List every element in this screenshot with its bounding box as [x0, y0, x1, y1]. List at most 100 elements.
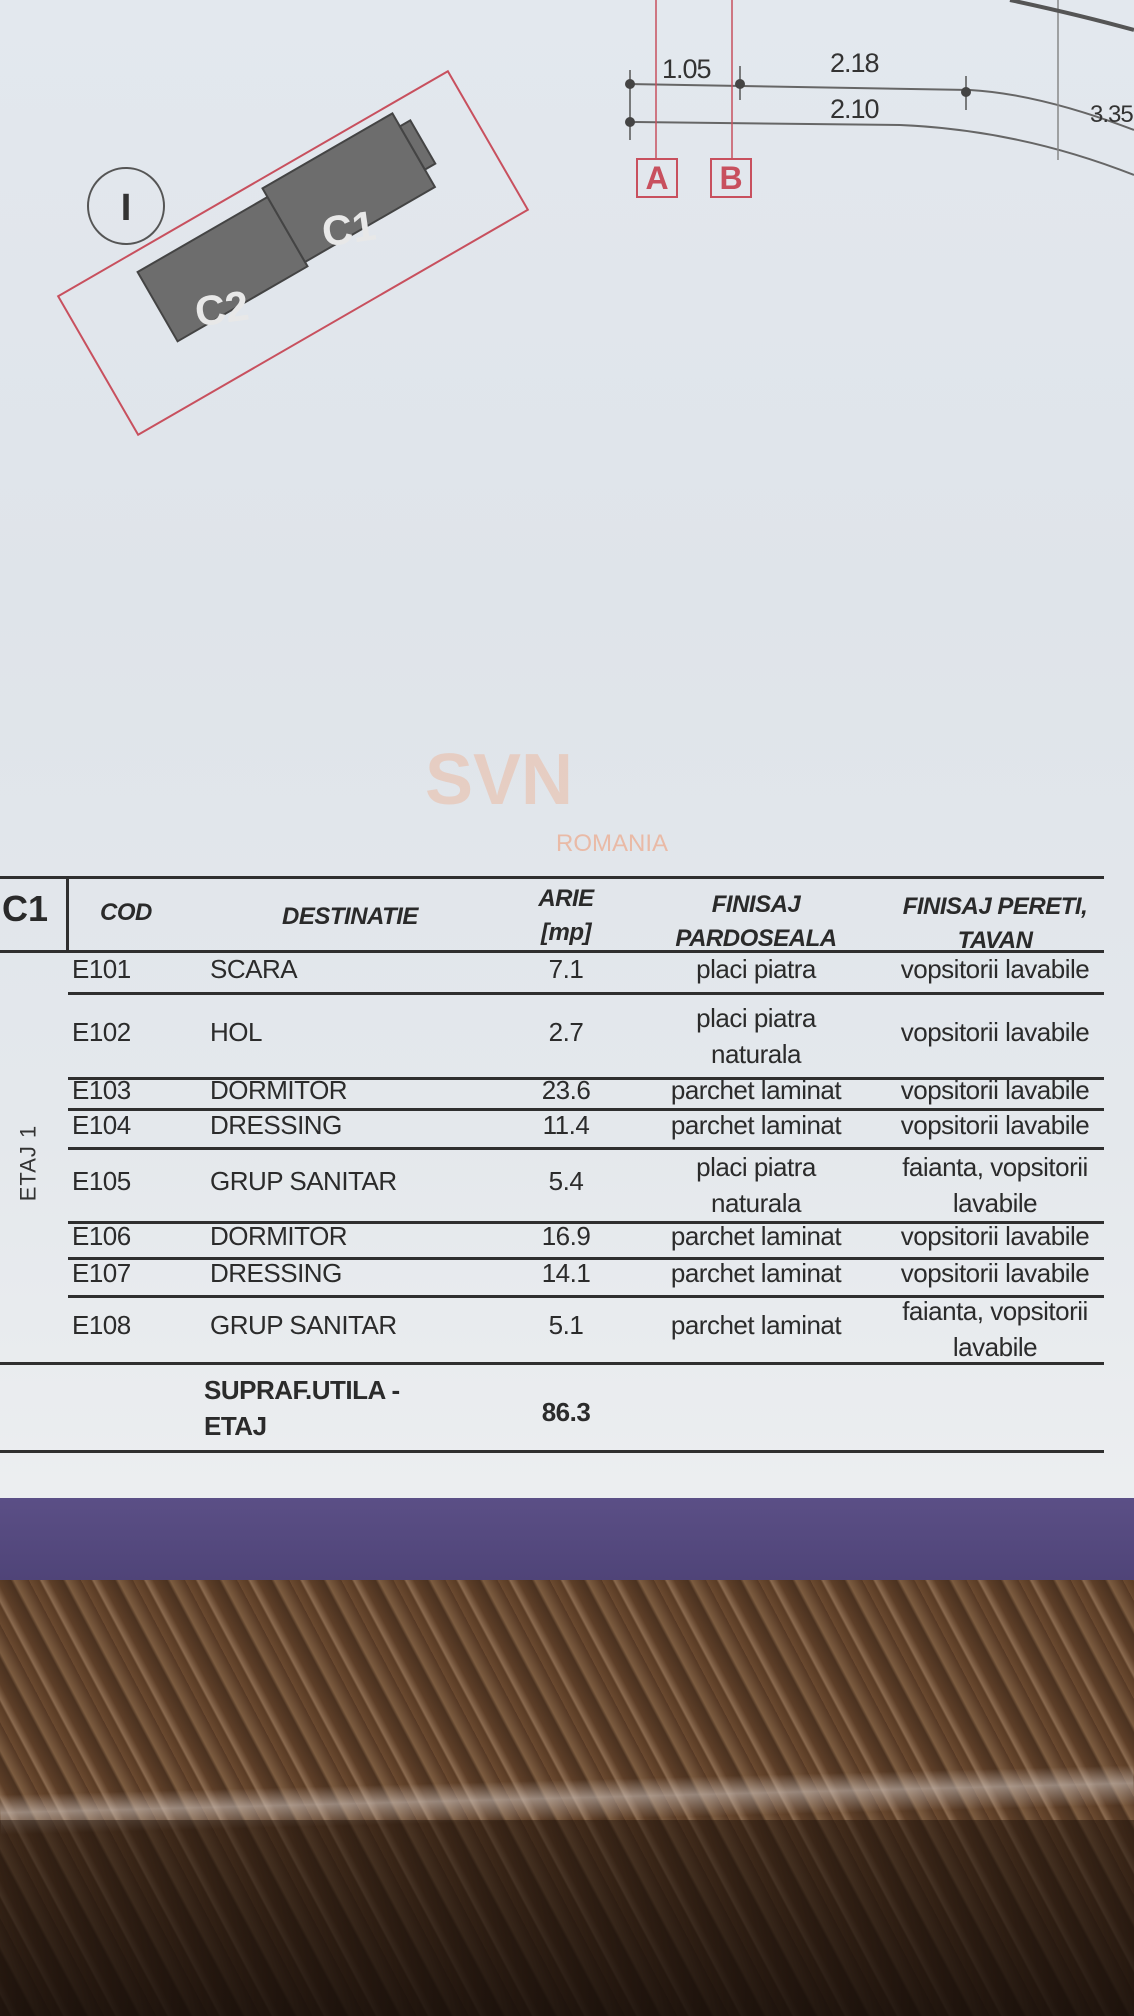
cell-finisaj-pereti-line: vopsitorii lavabile — [900, 1016, 1090, 1047]
cell-finisaj-pardoseala-line: parchet laminat — [670, 1221, 842, 1251]
cell-finisaj-pereti: vopsitorii lavabile — [880, 1014, 1110, 1050]
cell-finisaj-pereti-line: faianta, vopsitorii — [902, 1152, 1088, 1182]
cell-finisaj-pereti: vopsitorii lavabile — [880, 1072, 1110, 1108]
cell-cod: E101 — [72, 954, 131, 984]
grid-axis-a: A — [636, 158, 678, 198]
building-label-c1: C1 — [318, 201, 379, 256]
dimension-label: 2.18 — [830, 48, 880, 78]
cell-arie: 14.1 — [541, 1258, 591, 1288]
cell-finisaj-pereti-line: vopsitorii lavabile — [900, 1109, 1090, 1140]
cell-finisaj-pardoseala-line: parchet laminat — [670, 1109, 842, 1140]
header-destinatie: DESTINATIE — [282, 903, 418, 930]
dimension-label: 1.05 — [662, 54, 712, 84]
cell-finisaj-pardoseala: placi piatra naturala — [646, 1149, 866, 1221]
site-plan-drawing: I — [56, 0, 1134, 437]
cell-arie: 2.7 — [548, 1016, 584, 1047]
cell-cod: E108 — [72, 1310, 131, 1340]
cell-destinatie: DRESSING — [210, 1109, 342, 1140]
table-shadow — [0, 1820, 1134, 2016]
cell-finisaj-pardoseala-line: placi piatra — [696, 954, 816, 984]
row-divider — [68, 1108, 1104, 1111]
total-label: SUPRAF.UTILA - ETAJ — [204, 1372, 400, 1444]
row-divider — [68, 1077, 1104, 1080]
cell-finisaj-pereti-line: vopsitorii lavabile — [900, 954, 1090, 984]
cell-cod: E107 — [72, 1258, 131, 1288]
cell-arie: 5.1 — [548, 1310, 584, 1340]
total-area: 86.3 — [541, 1397, 591, 1427]
header-line: FINISAJ PERETI, — [902, 893, 1088, 920]
cell-finisaj-pereti-line: faianta, vopsitorii — [902, 1296, 1088, 1326]
cell-finisaj-pereti: vopsitorii lavabile — [880, 1218, 1110, 1254]
cell-finisaj-pereti-line: lavabile — [952, 1332, 1038, 1362]
cell-cod: E103 — [72, 1074, 131, 1105]
purple-surface — [0, 1498, 1134, 1580]
cell-destinatie: GRUP SANITAR — [210, 1310, 397, 1340]
row-divider — [68, 1295, 1104, 1298]
cell-destinatie: DORMITOR — [210, 1074, 348, 1105]
site-boundary — [56, 69, 530, 437]
grid-axis-b: B — [710, 158, 752, 198]
rows-bottom-border — [0, 1362, 1104, 1365]
cell-destinatie: SCARA — [210, 954, 298, 984]
cell-destinatie: DORMITOR — [210, 1221, 348, 1251]
cell-arie: 16.9 — [541, 1221, 591, 1251]
building-label-c2: C2 — [191, 281, 252, 336]
row-divider — [68, 1257, 1104, 1260]
north-arrow-circle — [87, 167, 165, 245]
header-finisaj-pardoseala: FINISAJ PARDOSEALA — [646, 888, 866, 956]
cell-finisaj-pardoseala-line: placi piatra — [696, 1152, 816, 1182]
cell-arie: 11.4 — [542, 1109, 590, 1140]
floor-label: ETAJ 1 — [15, 1124, 41, 1202]
building-footprint — [136, 112, 437, 343]
cell-finisaj-pardoseala-line: parchet laminat — [670, 1310, 842, 1340]
header-arie-unit: [mp] — [541, 919, 591, 946]
north-mark: I — [121, 187, 132, 229]
cell-finisaj-pardoseala: parchet laminat — [646, 1255, 866, 1291]
row-divider — [68, 1221, 1104, 1224]
cell-finisaj-pardoseala: placi piatra — [646, 951, 866, 987]
cell-cod: E106 — [72, 1221, 131, 1251]
section-divider — [66, 876, 69, 952]
cell-finisaj-pereti: vopsitorii lavabile — [880, 1255, 1110, 1291]
section-label: C1 — [2, 888, 49, 929]
row-divider — [68, 992, 1104, 995]
cell-finisaj-pardoseala-line: naturala — [711, 1188, 801, 1218]
cell-finisaj-pardoseala-line: parchet laminat — [670, 1074, 842, 1105]
header-arie-line: ARIE — [538, 885, 594, 912]
header-line: PARDOSEALA — [675, 925, 837, 952]
row-divider — [68, 1147, 1104, 1150]
dimension-label: 2.10 — [830, 94, 880, 124]
cell-arie: 7.1 — [548, 954, 584, 984]
cell-finisaj-pereti-line: lavabile — [952, 1188, 1038, 1218]
cell-destinatie: GRUP SANITAR — [210, 1166, 397, 1196]
watermark-logo: SVN — [425, 740, 574, 820]
header-line: TAVAN — [957, 927, 1033, 954]
header-finisaj-pereti: FINISAJ PERETI, TAVAN — [880, 890, 1110, 958]
cell-finisaj-pardoseala-line: naturala — [711, 1038, 801, 1069]
header-line: FINISAJ — [711, 891, 801, 918]
cell-cod: E104 — [72, 1109, 131, 1140]
cell-finisaj-pardoseala: parchet laminat — [646, 1072, 866, 1108]
header-bottom-border — [0, 950, 1104, 953]
cell-finisaj-pereti-line: vopsitorii lavabile — [900, 1074, 1090, 1105]
cell-finisaj-pereti-line: vopsitorii lavabile — [900, 1258, 1090, 1288]
cell-destinatie: HOL — [210, 1016, 262, 1047]
cell-finisaj-pereti: vopsitorii lavabile — [880, 1107, 1110, 1143]
total-label-line: ETAJ — [204, 1411, 267, 1441]
table-top-border — [0, 876, 1104, 879]
cell-finisaj-pereti: faianta, vopsitorii lavabile — [880, 1149, 1110, 1221]
table-bottom-border — [0, 1450, 1104, 1453]
cell-finisaj-pardoseala-line: parchet laminat — [670, 1258, 842, 1288]
watermark-text: ROMANIA — [556, 830, 669, 857]
cell-finisaj-pardoseala: parchet laminat — [646, 1218, 866, 1254]
cell-finisaj-pardoseala: parchet laminat — [646, 1307, 866, 1343]
cell-cod: E102 — [72, 1016, 131, 1047]
cell-finisaj-pardoseala: placi piatra naturala — [646, 1000, 866, 1072]
cell-destinatie: DRESSING — [210, 1258, 342, 1288]
cell-finisaj-pereti-line: vopsitorii lavabile — [900, 1221, 1090, 1251]
header-arie: ARIE [mp] — [516, 882, 616, 950]
cell-finisaj-pardoseala: parchet laminat — [646, 1107, 866, 1143]
cell-cod: E105 — [72, 1166, 131, 1196]
total-label-line: SUPRAF.UTILA - — [204, 1375, 400, 1405]
dimension-label: 3.35 — [1090, 101, 1134, 128]
